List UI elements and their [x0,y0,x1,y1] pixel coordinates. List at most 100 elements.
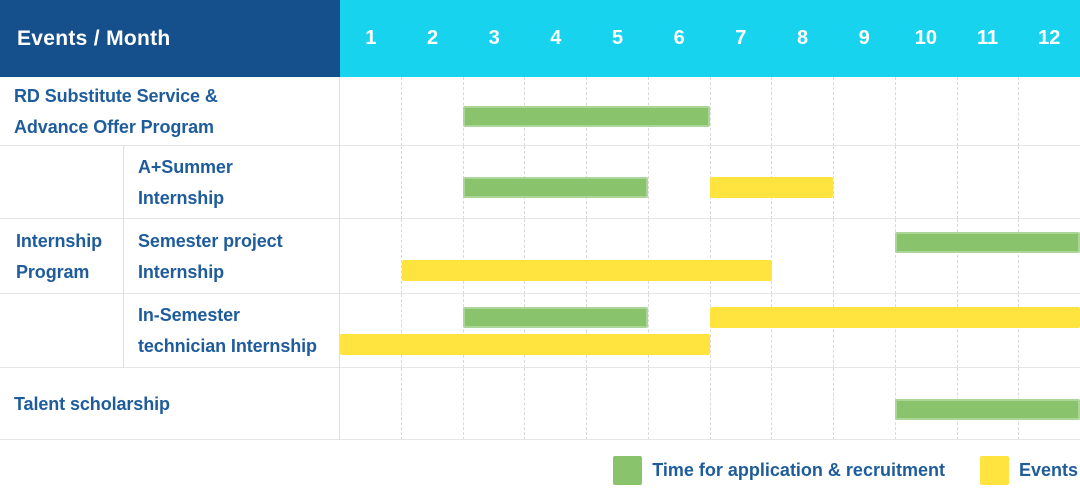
month-gridline-cell [834,368,896,440]
gantt-bar-events [340,334,710,355]
legend-item-application: Time for application & recruitment [613,455,945,485]
row-divider-line [0,145,1080,146]
row-divider-line [0,439,1080,440]
gantt-bar-events [710,177,834,198]
month-gridline-cell [711,294,773,368]
month-gridline-cell [464,368,526,440]
gantt-bar-events [710,307,1080,328]
row-label-line: A+Summer [138,156,233,177]
month-gridline-cell [340,294,402,368]
legend-item-events: Events [979,455,1078,485]
month-gridline-cell [402,294,464,368]
month-gridline-cell [649,294,711,368]
month-label: 11 [976,27,999,49]
row-chart-area [340,219,1080,294]
month-gridline-cell [402,146,464,219]
month-gridline-cell [958,146,1020,219]
gantt-bar-application [463,106,710,127]
gantt-bar-application [463,177,649,198]
row-label: A+Summer Internship [124,146,340,219]
row-label-line: Internship [138,261,225,282]
row-label: In-Semester technician Internship [124,294,340,368]
month-label: 2 [426,27,439,49]
month-gridline-cell [587,294,649,368]
gantt-bar-events [401,260,772,281]
month-gridline-cell [772,219,834,294]
group-label-line: Internship [16,231,103,251]
month-gridline-cell [958,77,1020,146]
month-label: 5 [611,27,624,49]
month-gridline-cell [340,219,402,294]
row-label: RD Substitute Service & Advance Offer Pro… [0,77,340,146]
month-gridline-cell [464,294,526,368]
row-label-line: Talent scholarship [14,393,170,414]
month-gridline-cell [1019,146,1080,219]
month-gridline-cell [896,219,958,294]
month-gridline-cell [340,77,402,146]
month-gridline-cell [1019,294,1080,368]
month-gridline-cell [340,368,402,440]
legend-label: Events [1018,459,1078,480]
month-gridline-cell [834,146,896,219]
month-label: 10 [914,27,937,49]
legend-swatch-application [613,455,643,485]
month-gridline-cell [402,77,464,146]
month-label: 8 [796,27,809,49]
row-label-line: technician Internship [138,336,317,356]
row-divider-line [0,218,1080,219]
month-gridline-cell [958,294,1020,368]
row-chart-area [340,77,1080,146]
row-label: Talent scholarship [0,368,340,440]
month-gridline-cell [834,219,896,294]
group-label-line: Program [16,262,90,282]
row-label: Semester project Internship [124,219,340,294]
row-divider-line [0,293,1080,294]
gantt-bar-application [895,399,1080,420]
legend-swatch-events [979,455,1009,485]
row-divider-line [0,367,1080,368]
month-gridline-cell [525,294,587,368]
month-gridline-cell [587,146,649,219]
month-gridline-cell [525,368,587,440]
month-gridline-cell [587,368,649,440]
events-month-title: Events / Month [17,26,171,50]
month-gridline-cell [649,368,711,440]
month-label: 7 [735,27,747,49]
month-gridline-cell [649,219,711,294]
month-label: 4 [550,27,562,49]
month-label: 6 [673,27,685,49]
row-label-line: Internship [138,187,225,208]
month-label: 3 [488,27,500,49]
month-gridline-cell [834,77,896,146]
month-label: 1 [365,27,377,49]
month-label: 12 [1038,27,1061,49]
row-label-line: In-Semester [138,305,240,325]
month-gridline-cell [772,294,834,368]
month-gridline-cell [711,77,773,146]
group-column-divider-line [123,146,124,368]
label-column-divider-line [339,77,340,440]
month-gridline-cell [649,146,711,219]
month-gridline-cell [587,219,649,294]
month-gridline-cell [340,146,402,219]
month-gridline-cell [958,219,1020,294]
row-label-line: Advance Offer Program [14,116,214,137]
month-gridline-cell [772,146,834,219]
events-month-header-cell: Events / Month [0,0,340,77]
month-gridline-cell [464,219,526,294]
legend: Time for application & recruitment Events [0,452,1080,488]
row-label-line: Semester project [138,230,283,251]
month-gridline-cell [834,294,896,368]
month-gridline-cell [711,219,773,294]
month-header: 1 2 3 4 5 6 7 8 9 10 11 12 [340,0,1080,77]
month-gridline-cell [772,368,834,440]
month-gridline-cell [525,219,587,294]
month-gridline-cell [896,146,958,219]
legend-label: Time for application & recruitment [652,459,945,480]
gantt-bar-application [895,232,1080,253]
month-label: 9 [858,27,870,49]
month-gridline-cell [896,77,958,146]
gantt-bar-application [463,307,649,328]
month-gridline-cell [711,368,773,440]
